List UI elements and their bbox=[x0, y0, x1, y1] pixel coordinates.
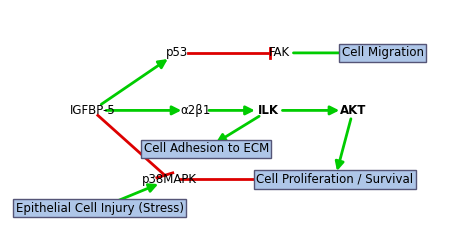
Text: α2β1: α2β1 bbox=[180, 104, 210, 117]
Text: Cell Adhesion to ECM: Cell Adhesion to ECM bbox=[144, 142, 269, 155]
Text: Cell Proliferation / Survival: Cell Proliferation / Survival bbox=[256, 173, 413, 186]
Text: Cell Migration: Cell Migration bbox=[342, 46, 423, 60]
Text: ILK: ILK bbox=[258, 104, 279, 117]
Text: p53: p53 bbox=[166, 46, 188, 60]
Text: Epithelial Cell Injury (Stress): Epithelial Cell Injury (Stress) bbox=[16, 202, 183, 215]
Text: AKT: AKT bbox=[340, 104, 366, 117]
Text: IGFBP-5: IGFBP-5 bbox=[69, 104, 115, 117]
Text: FAK: FAK bbox=[269, 46, 290, 60]
Text: p38MAPK: p38MAPK bbox=[142, 173, 197, 186]
